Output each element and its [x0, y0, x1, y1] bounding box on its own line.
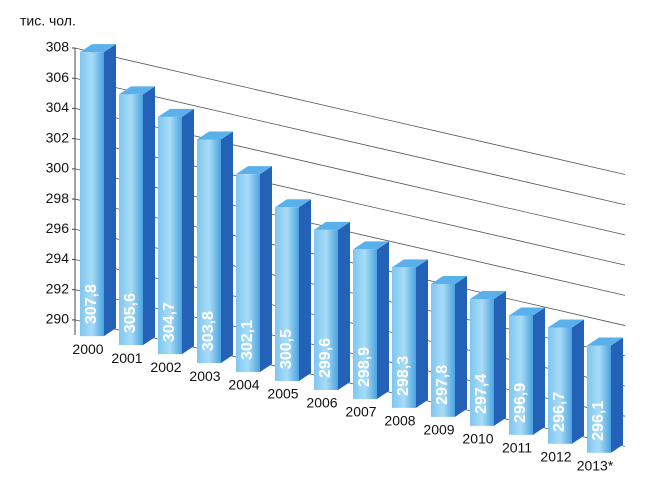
value-label: 297,4	[473, 374, 490, 414]
bar-group: 303,8	[197, 131, 233, 364]
x-tick-label: 2012	[540, 448, 571, 464]
bar	[509, 315, 533, 435]
y-tick-label: 298	[46, 190, 70, 206]
bar-side	[416, 259, 428, 408]
value-label: 300,5	[278, 329, 295, 369]
x-tick-label: 2001	[111, 350, 142, 366]
bar-side	[260, 166, 272, 373]
bar-group: 296,9	[509, 307, 545, 435]
bar-group: 300,5	[275, 199, 311, 381]
x-tick-label: 2011	[502, 440, 532, 456]
bar-group: 297,4	[470, 290, 506, 426]
bar-side	[104, 44, 116, 337]
bar-side	[533, 307, 545, 435]
bar	[275, 207, 299, 381]
bar-top	[392, 259, 428, 268]
bar-side	[494, 290, 506, 426]
bar	[236, 174, 260, 373]
y-tick-label: 306	[46, 69, 70, 85]
bar-top	[236, 166, 272, 175]
bar-top	[431, 275, 467, 284]
x-tick-label: 2002	[150, 359, 181, 375]
bar-group: 302,1	[236, 166, 272, 373]
bar-top	[197, 131, 233, 140]
bar-top	[158, 108, 194, 117]
bar-group: 307,8	[80, 44, 116, 337]
x-tick-label: 2008	[384, 413, 415, 429]
grid-line	[74, 47, 626, 175]
bar-side	[455, 275, 467, 417]
value-label: 305,6	[122, 293, 139, 333]
bar-top	[470, 290, 506, 299]
bar-group: 299,6	[314, 221, 350, 390]
value-label: 298,3	[395, 356, 412, 396]
grid-line	[74, 77, 626, 206]
value-label: 296,1	[590, 401, 607, 441]
bar	[431, 283, 455, 417]
bar	[197, 139, 221, 364]
bar-side	[182, 108, 194, 355]
value-label: 299,6	[317, 338, 334, 378]
y-tick-label: 302	[46, 129, 70, 145]
grid-line	[74, 108, 626, 236]
x-tick-label: 2005	[267, 386, 298, 402]
bar-group: 296,7	[548, 319, 584, 444]
bar	[80, 52, 104, 337]
bar	[392, 267, 416, 408]
value-label: 296,9	[512, 383, 529, 423]
bar-side	[572, 319, 584, 444]
value-label: 307,8	[83, 284, 100, 324]
bar	[158, 116, 182, 355]
y-tick-label: 308	[46, 39, 70, 55]
bar-top	[275, 199, 311, 208]
x-tick-label: 2013*	[577, 457, 614, 473]
y-tick-label: 294	[46, 250, 70, 266]
bar-side	[377, 241, 389, 399]
bar-group: 298,9	[353, 241, 389, 399]
x-tick-label: 2010	[462, 431, 493, 447]
x-tick-label: 2009	[423, 422, 454, 438]
bar-top	[548, 319, 584, 328]
x-tick-label: 2006	[306, 395, 337, 411]
bar	[587, 345, 611, 453]
value-label: 298,9	[356, 347, 373, 387]
bar-group: 305,6	[119, 86, 155, 346]
bar-side	[299, 199, 311, 381]
bar-top	[80, 44, 116, 53]
x-tick-label: 2000	[72, 341, 103, 357]
x-tick-label: 2003	[189, 368, 220, 384]
bar-group: 296,1	[587, 337, 623, 453]
bar	[470, 298, 494, 426]
bar	[353, 249, 377, 399]
bar-group: 297,8	[431, 275, 467, 417]
bar-top	[353, 241, 389, 250]
bar-group: 298,3	[392, 259, 428, 408]
bar-top	[119, 86, 155, 95]
bar-top	[587, 337, 623, 346]
y-axis-label: тис. чол.	[20, 13, 76, 29]
y-tick-label: 292	[46, 280, 70, 296]
bar	[314, 229, 338, 390]
bar	[119, 94, 143, 346]
value-label: 297,8	[434, 365, 451, 405]
bar-top	[314, 221, 350, 230]
x-tick-label: 2004	[228, 377, 259, 393]
value-label: 296,7	[551, 392, 568, 432]
bar-side	[338, 221, 350, 390]
y-tick-label: 300	[46, 160, 70, 176]
bar-top	[509, 307, 545, 316]
x-tick-label: 2007	[345, 404, 376, 420]
bar-side	[221, 131, 233, 364]
bar	[548, 327, 572, 444]
y-tick-label: 290	[46, 311, 70, 327]
y-tick-label: 296	[46, 220, 70, 236]
bar-group: 304,7	[158, 108, 194, 355]
y-tick-label: 304	[46, 99, 70, 115]
bar-side	[611, 337, 623, 453]
value-label: 304,7	[161, 302, 178, 342]
bar-side	[143, 86, 155, 346]
value-label: 302,1	[239, 320, 256, 360]
value-label: 303,8	[200, 311, 217, 351]
